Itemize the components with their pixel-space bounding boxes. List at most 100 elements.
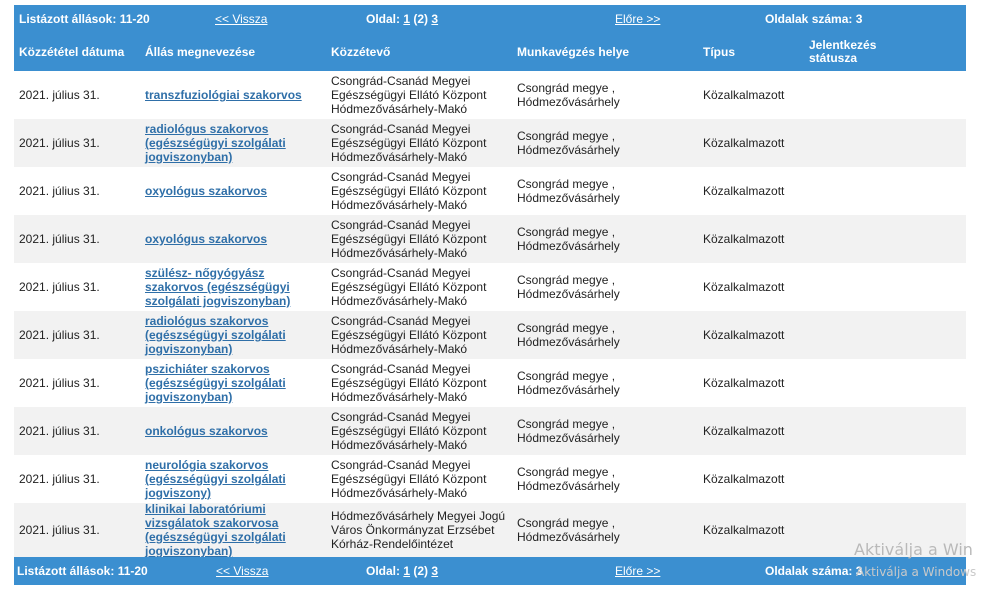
cell-title[interactable]: transzfuziológiai szakorvos	[145, 88, 302, 102]
cell-publisher-line: Csongrád-Csanád Megyei	[331, 218, 471, 232]
cell-title[interactable]: neurológia szakorvos (egészségügyi szolgá…	[145, 458, 286, 500]
cell-location-line: Csongrád megye ,	[517, 417, 616, 431]
cell-publisher-line: Egészségügyi Ellátó Központ	[331, 472, 487, 486]
cell-publisher-line: Kórház-Rendelőintézet	[331, 537, 454, 551]
pager-top: Listázott állások: 11-20 << Vissza Oldal…	[14, 5, 966, 33]
cell-title-line[interactable]: jogviszonyban)	[145, 150, 233, 164]
cell-publisher-line: Csongrád-Csanád Megyei	[331, 74, 471, 88]
cell-publisher: Csongrád-Csanád Megyei Egészségügyi Ellát…	[331, 218, 486, 260]
table-row: 2021. július 31. onkológus szakorvos Csong…	[14, 407, 966, 455]
next-link[interactable]: Előre >>	[615, 564, 661, 578]
page-prefix: Oldal:	[366, 564, 401, 578]
cell-publisher: Csongrád-Csanád Megyei Egészségügyi Ellát…	[331, 122, 486, 164]
cell-location-line: Hódmezővásárhely	[517, 239, 620, 253]
cell-date: 2021. július 31.	[19, 232, 100, 246]
cell-location-line: Csongrád megye ,	[517, 465, 616, 479]
page-3-link[interactable]: 3	[431, 12, 439, 26]
page-selector: Oldal: 1 (2) 3	[366, 564, 438, 578]
table-row: 2021. július 31. neurológia szakorvos (egé…	[14, 455, 966, 503]
cell-publisher-line: Egészségügyi Ellátó Központ	[331, 328, 487, 342]
cell-location-line: Csongrád megye ,	[517, 129, 616, 143]
cell-publisher-line: Egészségügyi Ellátó Központ	[331, 232, 487, 246]
cell-title-line[interactable]: pszichiáter szakorvos	[145, 362, 270, 376]
cell-title-line[interactable]: oxyológus szakorvos	[145, 232, 268, 246]
cell-title-line[interactable]: jogviszonyban)	[145, 544, 233, 558]
col-location: Munkavégzés helye	[517, 45, 630, 59]
table-row: 2021. július 31. pszichiáter szakorvos (eg…	[14, 359, 966, 407]
listed-count: Listázott állások: 11-20	[17, 564, 148, 578]
cell-type: Közalkalmazott	[703, 232, 785, 246]
cell-date: 2021. július 31.	[19, 472, 100, 486]
cell-date: 2021. július 31.	[19, 424, 100, 438]
page-1-link[interactable]: 1	[403, 564, 411, 578]
cell-title-line[interactable]: (egészségügyi szolgálati	[145, 136, 286, 150]
cell-publisher-line: Hódmezővásárhely-Makó	[331, 150, 468, 164]
cell-title[interactable]: szülész- nőgyógyász szakorvos (egészségüg…	[145, 266, 290, 308]
cell-title-line[interactable]: jogviszonyban)	[145, 342, 233, 356]
cell-location: Csongrád megye , Hódmezővásárhely	[517, 225, 620, 253]
cell-title-line[interactable]: (egészségügyi szolgálati	[145, 472, 286, 486]
cell-title-line[interactable]: neurológia szakorvos	[145, 458, 269, 472]
cell-title[interactable]: pszichiáter szakorvos (egészségügyi szolg…	[145, 362, 286, 404]
cell-publisher-line: Hódmezővásárhely-Makó	[331, 198, 468, 212]
table-row: 2021. július 31. radiológus szakorvos (egé…	[14, 119, 966, 167]
cell-title[interactable]: onkológus szakorvos	[145, 424, 268, 438]
cell-title-line[interactable]: oxyológus szakorvos	[145, 184, 268, 198]
cell-location-line: Csongrád megye ,	[517, 81, 616, 95]
cell-type: Közalkalmazott	[703, 136, 785, 150]
table-row: 2021. július 31. klinikai laboratóriumi vi…	[14, 502, 966, 558]
activation-watermark-sub: Aktiválja a Windows	[856, 565, 977, 579]
cell-date: 2021. július 31.	[19, 280, 100, 294]
table-body: 2021. július 31. transzfuziológiai szakor…	[14, 71, 966, 558]
cell-title-line[interactable]: (egészségügyi szolgálati	[145, 328, 286, 342]
cell-title[interactable]: radiológus szakorvos (egészségügyi szolgá…	[145, 314, 286, 356]
back-link[interactable]: << Vissza	[215, 12, 268, 26]
job-listing-table: Listázott állások: 11-20 << Vissza Oldal…	[14, 5, 966, 585]
cell-publisher: Hódmezővásárhely Megyei Jogú Város Önkorm…	[331, 509, 505, 551]
table-row: 2021. július 31. szülész- nőgyógyász szako…	[14, 263, 966, 311]
cell-publisher-line: Hódmezővásárhely-Makó	[331, 390, 468, 404]
cell-publisher-line: Hódmezővásárhely-Makó	[331, 246, 468, 260]
cell-publisher-line: Egészségügyi Ellátó Központ	[331, 424, 487, 438]
cell-title-line[interactable]: transzfuziológiai szakorvos	[145, 88, 302, 102]
cell-location-line: Hódmezővásárhely	[517, 431, 620, 445]
cell-publisher-line: Egészségügyi Ellátó Központ	[331, 88, 487, 102]
cell-title-line[interactable]: vizsgálatok szakorvosa	[145, 516, 279, 530]
cell-title[interactable]: klinikai laboratóriumi vizsgálatok szakor…	[145, 502, 286, 558]
cell-title-line[interactable]: klinikai laboratóriumi	[145, 502, 266, 516]
cell-title-line[interactable]: szolgálati jogviszonyban)	[145, 294, 291, 308]
cell-title-line[interactable]: radiológus szakorvos	[145, 122, 269, 136]
cell-location-line: Hódmezővásárhely	[517, 287, 620, 301]
cell-publisher-line: Egészségügyi Ellátó Központ	[331, 280, 487, 294]
cell-title-line[interactable]: (egészségügyi szolgálati	[145, 376, 286, 390]
page-1-link[interactable]: 1	[403, 12, 411, 26]
cell-date: 2021. július 31.	[19, 523, 100, 537]
cell-title-line[interactable]: szakorvos (egészségügyi	[145, 280, 290, 294]
back-link[interactable]: << Vissza	[216, 564, 269, 578]
cell-location: Csongrád megye , Hódmezővásárhely	[517, 273, 620, 301]
pager-bottom: Listázott állások: 11-20 << Vissza Oldal…	[14, 557, 966, 585]
cell-date: 2021. július 31.	[19, 328, 100, 342]
cell-title-line[interactable]: jogviszony)	[145, 486, 212, 500]
cell-title[interactable]: oxyológus szakorvos	[145, 184, 267, 198]
cell-location-line: Hódmezővásárhely	[517, 335, 620, 349]
cell-publisher: Csongrád-Csanád Megyei Egészségügyi Ellát…	[331, 74, 486, 116]
cell-title-line[interactable]: radiológus szakorvos	[145, 314, 269, 328]
listed-count: Listázott állások: 11-20	[19, 12, 150, 26]
cell-publisher-line: Csongrád-Csanád Megyei	[331, 266, 471, 280]
cell-location-line: Csongrád megye ,	[517, 273, 616, 287]
cell-title-line[interactable]: (egészségügyi szolgálati	[145, 530, 286, 544]
cell-title-line[interactable]: jogviszonyban)	[145, 390, 233, 404]
cell-title[interactable]: radiológus szakorvos (egészségügyi szolgá…	[145, 122, 286, 164]
cell-publisher-line: Egészségügyi Ellátó Központ	[331, 376, 487, 390]
cell-title-line[interactable]: szülész- nőgyógyász	[145, 266, 265, 280]
cell-title-line[interactable]: onkológus szakorvos	[145, 424, 268, 438]
next-link[interactable]: Előre >>	[615, 12, 661, 26]
cell-location-line: Hódmezővásárhely	[517, 95, 620, 109]
page-count: Oldalak száma: 3	[765, 564, 863, 578]
cell-location-line: Hódmezővásárhely	[517, 479, 620, 493]
col-status: Jelentkezés státusza	[809, 39, 876, 65]
cell-location: Csongrád megye , Hódmezővásárhely	[517, 81, 620, 109]
cell-title[interactable]: oxyológus szakorvos	[145, 232, 267, 246]
page-3-link[interactable]: 3	[431, 564, 439, 578]
